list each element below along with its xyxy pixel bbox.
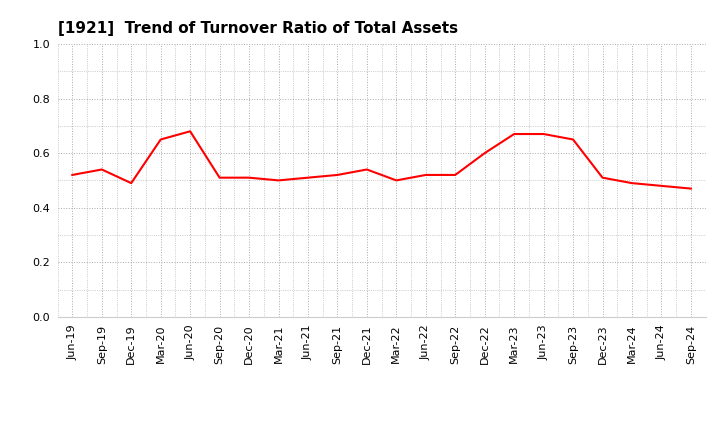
Text: [1921]  Trend of Turnover Ratio of Total Assets: [1921] Trend of Turnover Ratio of Total … [58,21,458,36]
